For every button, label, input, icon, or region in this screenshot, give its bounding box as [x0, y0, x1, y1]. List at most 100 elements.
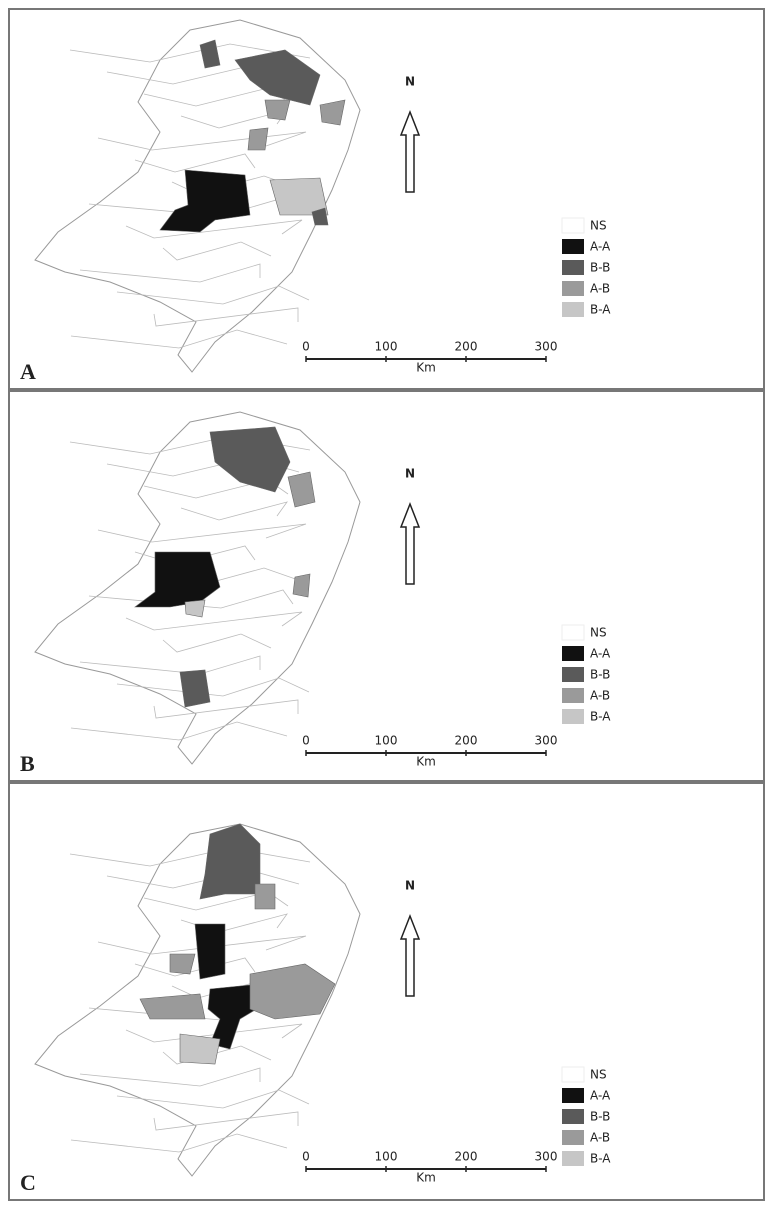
legend-label: B-B — [590, 668, 610, 682]
municipal-border — [70, 1133, 288, 1153]
legend-label: A-A — [590, 240, 611, 254]
scale-unit: Km — [416, 1171, 436, 1185]
cluster-region — [159, 169, 251, 233]
cluster-region — [199, 39, 221, 69]
legend-swatch — [562, 1130, 584, 1145]
cluster-region — [234, 49, 321, 106]
scale-tick-label: 200 — [455, 1150, 478, 1164]
municipal-border — [143, 479, 289, 499]
legend-swatch — [562, 1151, 584, 1166]
municipal-border — [69, 847, 311, 867]
cluster-region — [319, 99, 346, 126]
cluster-region — [169, 953, 196, 975]
municipal-border — [143, 891, 289, 911]
municipal-border — [116, 285, 310, 305]
panel-label: B — [20, 751, 35, 776]
legend-label: NS — [590, 626, 607, 640]
municipal-border — [79, 263, 261, 283]
north-arrow — [399, 109, 421, 193]
scale-tick-label: 0 — [302, 1150, 310, 1164]
north-label: N — [405, 879, 415, 893]
cluster-region — [287, 471, 316, 508]
north-label: N — [405, 75, 415, 89]
legend-label: NS — [590, 219, 607, 233]
legend-swatch — [562, 667, 584, 682]
cluster-region — [139, 993, 206, 1020]
legend-swatch — [562, 646, 584, 661]
cluster-region — [247, 127, 269, 151]
scale-tick-label: 100 — [375, 1150, 398, 1164]
legend-label: B-A — [590, 303, 611, 317]
cluster-region — [311, 207, 329, 226]
municipal-border — [70, 721, 288, 741]
cluster-region — [199, 823, 261, 900]
cluster-region — [194, 923, 226, 980]
scale-tick-label: 200 — [455, 340, 478, 354]
municipal-border — [153, 699, 299, 719]
map-panel: N NS A-A B-B A-B B-A 0 100 200 300 Km A — [8, 8, 765, 390]
municipal-border — [116, 677, 310, 697]
panel-label: C — [20, 1170, 36, 1195]
legend-label: B-A — [590, 1152, 611, 1166]
scale-unit: Km — [416, 755, 436, 769]
legend-swatch — [562, 1088, 584, 1103]
legend-swatch — [561, 1066, 585, 1083]
legend-swatch — [562, 302, 584, 317]
municipal-border — [79, 1067, 261, 1087]
cluster-region — [179, 669, 211, 708]
legend-label: B-B — [590, 1110, 610, 1124]
cluster-region — [292, 573, 311, 598]
scale-tick-label: 300 — [535, 340, 558, 354]
legend-swatch — [562, 709, 584, 724]
scale-tick-label: 100 — [375, 734, 398, 748]
cluster-region — [249, 963, 336, 1020]
cluster-region — [184, 599, 206, 618]
north-arrow — [399, 501, 421, 585]
cluster-region — [254, 883, 276, 910]
municipal-border — [125, 219, 303, 239]
municipal-border — [162, 633, 272, 653]
legend-label: A-A — [590, 647, 611, 661]
municipal-border — [153, 1111, 299, 1131]
scale-tick-label: 300 — [535, 734, 558, 748]
scale-tick-label: 300 — [535, 1150, 558, 1164]
map-panel: N NS A-A B-B A-B B-A 0 100 200 300 Km B — [8, 390, 765, 782]
municipal-border — [79, 655, 261, 675]
panel-label: A — [20, 359, 36, 384]
cluster-region — [269, 177, 329, 216]
scale-tick-label: 0 — [302, 734, 310, 748]
municipal-border — [97, 935, 307, 955]
municipal-border — [125, 611, 303, 631]
north-label: N — [405, 467, 415, 481]
municipal-border — [162, 241, 272, 261]
scale-tick-label: 0 — [302, 340, 310, 354]
municipal-border — [69, 43, 311, 63]
legend-swatch — [561, 217, 585, 234]
legend-swatch — [562, 281, 584, 296]
municipal-border — [97, 523, 307, 543]
legend-label: B-B — [590, 261, 610, 275]
legend-label: B-A — [590, 710, 611, 724]
legend-swatch — [561, 624, 585, 641]
legend-label: NS — [590, 1068, 607, 1082]
scale-tick-label: 200 — [455, 734, 478, 748]
municipal-border — [134, 153, 256, 173]
legend-label: A-B — [590, 282, 610, 296]
north-arrow — [399, 913, 421, 997]
municipal-border — [70, 329, 288, 349]
municipal-border — [153, 307, 299, 327]
legend-swatch — [562, 239, 584, 254]
municipal-border — [116, 1089, 310, 1109]
map-panel: N NS A-A B-B A-B B-A 0 100 200 300 Km C — [8, 782, 765, 1201]
legend-swatch — [562, 1109, 584, 1124]
scale-tick-label: 100 — [375, 340, 398, 354]
scale-unit: Km — [416, 361, 436, 375]
legend-swatch — [562, 688, 584, 703]
cluster-region — [264, 99, 291, 121]
legend-label: A-B — [590, 689, 610, 703]
legend-label: A-B — [590, 1131, 610, 1145]
cluster-region — [179, 1033, 221, 1065]
municipal-border — [180, 501, 288, 521]
cluster-region — [209, 426, 291, 493]
